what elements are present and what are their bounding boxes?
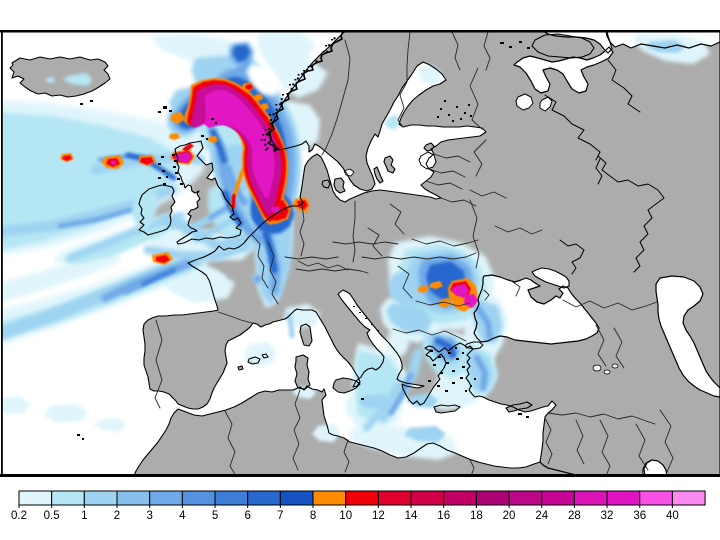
svg-text:5: 5 [212, 510, 218, 522]
svg-text:0.5: 0.5 [44, 510, 60, 522]
svg-text:0.2: 0.2 [11, 510, 27, 522]
svg-text:1: 1 [81, 510, 87, 522]
svg-text:28: 28 [568, 510, 581, 522]
svg-text:10: 10 [339, 510, 352, 522]
svg-text:12: 12 [372, 510, 385, 522]
svg-text:18: 18 [470, 510, 483, 522]
svg-text:3: 3 [146, 510, 152, 522]
svg-text:14: 14 [405, 510, 418, 522]
svg-text:8: 8 [310, 510, 316, 522]
svg-text:6: 6 [244, 510, 250, 522]
svg-text:4: 4 [179, 510, 186, 522]
svg-text:32: 32 [601, 510, 614, 522]
svg-text:7: 7 [277, 510, 283, 522]
svg-text:20: 20 [503, 510, 516, 522]
svg-text:24: 24 [535, 510, 548, 522]
svg-text:36: 36 [633, 510, 646, 522]
svg-text:16: 16 [437, 510, 450, 522]
svg-text:40: 40 [666, 510, 679, 522]
svg-text:2: 2 [114, 510, 120, 522]
